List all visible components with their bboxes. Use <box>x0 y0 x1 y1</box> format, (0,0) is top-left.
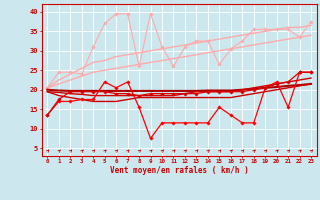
X-axis label: Vent moyen/en rafales ( km/h ): Vent moyen/en rafales ( km/h ) <box>110 166 249 175</box>
